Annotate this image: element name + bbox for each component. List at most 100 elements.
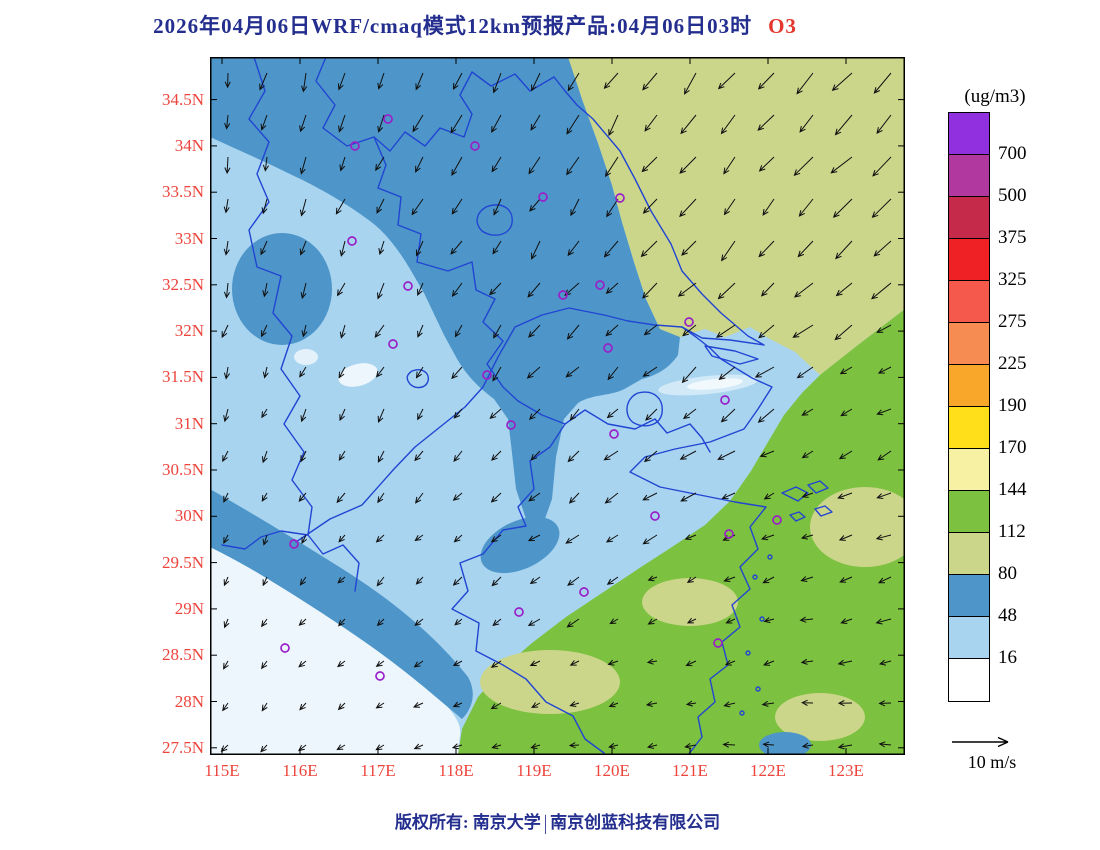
wind-vector <box>760 282 775 297</box>
wind-vector <box>452 660 463 667</box>
title-species: O3 <box>768 14 797 38</box>
wind-vector <box>223 240 230 256</box>
wind-vector <box>718 366 736 381</box>
wind-vector <box>604 492 619 504</box>
wind-vector <box>832 198 853 218</box>
wind-vector <box>223 660 229 670</box>
wind-vector <box>567 72 580 92</box>
zhoushan-islands <box>781 480 833 522</box>
contour-layer <box>210 57 905 755</box>
wind-vector <box>761 700 775 707</box>
wind-vector <box>763 660 775 666</box>
wind-vector <box>223 408 230 423</box>
wind-vector <box>299 114 307 133</box>
wind-vector <box>800 576 814 582</box>
wind-vector <box>413 660 424 668</box>
wind-vector <box>453 450 463 463</box>
station-marker <box>383 114 393 124</box>
wind-vector <box>839 576 853 583</box>
wind-vector <box>762 576 775 584</box>
wind-vector <box>759 450 775 458</box>
wind-vector <box>758 240 775 258</box>
wind-vector <box>337 576 346 584</box>
station-marker <box>579 587 589 597</box>
wind-vector <box>567 450 580 463</box>
wind-vector <box>489 282 502 296</box>
wind-vector <box>830 156 853 174</box>
wind-vector <box>375 534 385 543</box>
legend-color-box <box>949 155 989 197</box>
wind-vector <box>685 660 697 667</box>
wind-vector <box>417 408 424 421</box>
wind-vector <box>451 743 463 750</box>
wind-vector <box>529 576 541 585</box>
y-axis-label: 33N <box>174 228 204 248</box>
wind-vector <box>801 742 814 749</box>
wind-vector <box>530 450 541 461</box>
wind-vector <box>299 156 307 175</box>
wind-vector <box>603 72 619 90</box>
wind-vector <box>724 659 736 666</box>
wind-vector <box>339 324 346 339</box>
wind-vector <box>797 240 814 258</box>
wind-vector <box>452 72 463 91</box>
wind-vector <box>875 534 892 541</box>
station-marker <box>650 511 660 521</box>
wind-vector <box>799 616 814 623</box>
wind-vector <box>679 156 697 174</box>
wind-vector <box>837 700 853 707</box>
wind-vector <box>492 240 502 255</box>
wind-vector <box>566 114 580 135</box>
wind-vector <box>876 114 892 135</box>
legend-tick-label: 275 <box>998 311 1027 332</box>
wind-vector <box>490 702 502 710</box>
wind-vector <box>834 324 853 341</box>
wind-vector <box>336 492 346 504</box>
wind-vector <box>411 198 424 216</box>
wind-vector <box>569 660 580 666</box>
wind-vector <box>680 114 697 135</box>
wind-vector <box>221 324 229 339</box>
wind-vector <box>451 366 463 380</box>
footer-separator: | <box>543 810 548 835</box>
station-marker <box>375 671 385 681</box>
wind-vector <box>414 450 424 462</box>
wind-vector <box>682 324 697 337</box>
wind-vector <box>338 618 346 627</box>
wind-vector <box>793 156 814 176</box>
wind-vector <box>491 156 502 173</box>
wind-vector <box>492 366 502 382</box>
legend-tick-label: 325 <box>998 269 1027 290</box>
station-marker <box>347 236 357 246</box>
legend-color-box <box>949 533 989 575</box>
wind-vector <box>605 534 619 543</box>
wind-vector <box>262 156 270 172</box>
wind-vector <box>875 618 892 625</box>
x-axis-label: 118E <box>438 761 474 780</box>
wind-vector <box>337 72 346 91</box>
wind-vector <box>763 617 775 624</box>
station-marker <box>482 370 492 380</box>
wind-vector <box>720 408 736 423</box>
wind-vector <box>299 366 307 378</box>
wind-vector <box>878 700 892 707</box>
wind-vector <box>569 701 580 707</box>
wind-vector <box>261 492 268 502</box>
legend-color-box <box>949 449 989 491</box>
wind-vector <box>684 534 697 540</box>
wind-vector <box>871 282 892 300</box>
wind-vector <box>450 114 463 134</box>
wind-vector <box>763 492 775 500</box>
wind-vector <box>262 366 269 379</box>
wind-vector <box>722 741 736 748</box>
wind-vector <box>298 492 307 502</box>
wind-vector <box>261 408 268 419</box>
wind-vector <box>646 658 658 665</box>
y-axis-label: 30N <box>174 506 204 526</box>
x-axis-label: 119E <box>516 761 552 780</box>
legend-tick-label: 144 <box>998 479 1027 500</box>
station-marker <box>684 317 694 327</box>
border-hubei-jiangxi <box>221 530 309 550</box>
wind-vector <box>798 198 814 217</box>
wind-vector <box>721 240 736 262</box>
